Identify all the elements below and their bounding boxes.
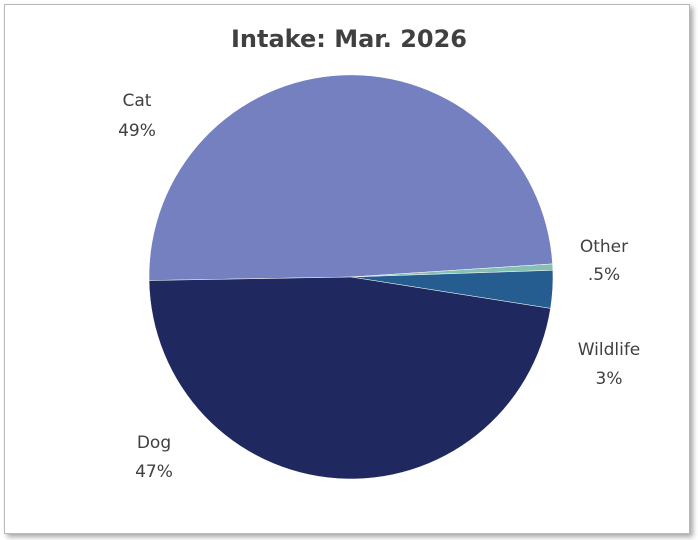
- slice-label-other-value: .5%: [588, 265, 620, 285]
- pie-slice-cat: [148, 74, 553, 281]
- slice-label-other-name: Other: [580, 237, 628, 257]
- slice-label-wildlife-value: 3%: [596, 369, 623, 389]
- slice-label-wildlife-name: Wildlife: [578, 340, 641, 360]
- pie-slices: [148, 74, 554, 480]
- pie-slice-dog: [148, 276, 551, 480]
- slice-label-cat-value: 49%: [118, 121, 156, 141]
- slice-label-cat-name: Cat: [123, 91, 152, 111]
- slice-label-dog-name: Dog: [137, 433, 171, 453]
- slice-label-dog-value: 47%: [135, 462, 173, 482]
- chart-title: Intake: Mar. 2026: [231, 25, 467, 53]
